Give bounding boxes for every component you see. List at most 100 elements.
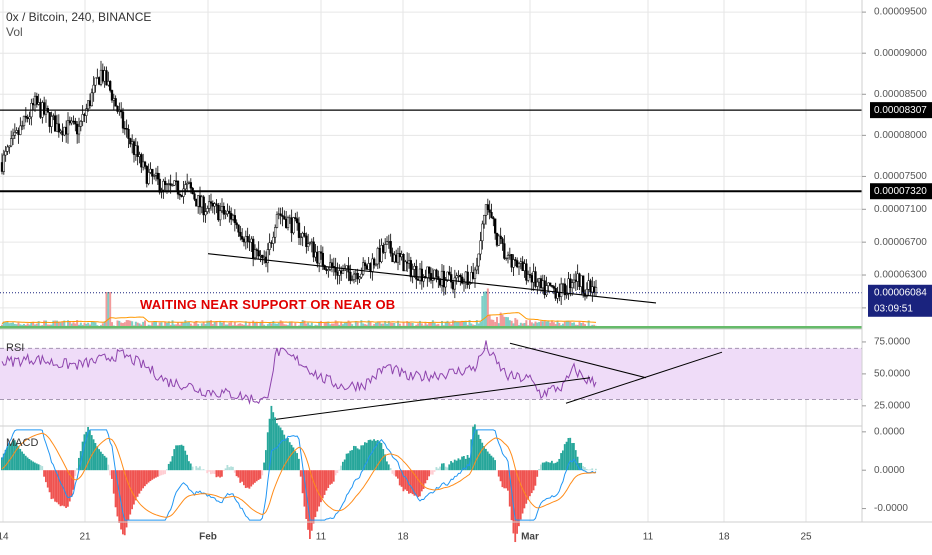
candle-body [148, 172, 150, 183]
macd-hist-bar [23, 454, 25, 470]
candle-body [309, 243, 311, 244]
symbol-title[interactable]: 0x / Bitcoin, 240, BINANCE [6, 10, 151, 25]
macd-hist-bar [447, 467, 449, 470]
candle-body [480, 241, 482, 254]
macd-hist-bar [590, 469, 592, 470]
candle-body [562, 284, 564, 285]
macd-hist-bar [144, 470, 146, 486]
macd-hist-bar [252, 470, 254, 484]
candle-body [305, 236, 307, 247]
candle-body [436, 270, 438, 277]
macd-hist-bar [445, 467, 447, 471]
candle-body [316, 252, 318, 263]
candle-body [27, 117, 29, 118]
macd-hist-bar [349, 451, 351, 470]
macd-hist-bar [232, 467, 234, 470]
candle-body [210, 202, 212, 204]
candle-body [150, 169, 152, 172]
candle-body [261, 255, 263, 258]
candle-body [566, 294, 568, 295]
candle-body [368, 263, 370, 269]
macd-hist-bar [450, 461, 452, 470]
candle-body [373, 259, 375, 265]
macd-hist-bar [546, 461, 548, 470]
macd-hist-bar [225, 468, 227, 470]
candle-body [34, 96, 36, 105]
macd-hist-bar [217, 470, 219, 476]
candle-body [538, 279, 540, 282]
candle-body [25, 116, 27, 117]
candle-body [491, 212, 493, 217]
candle-body [456, 276, 458, 278]
candle-body [311, 242, 313, 243]
macd-hist-bar [373, 439, 375, 470]
macd-hist-bar [514, 470, 516, 542]
candle-body [137, 146, 139, 157]
candle-body [557, 293, 559, 299]
macd-hist-bar [487, 451, 489, 470]
candle-body [56, 124, 58, 132]
macd-hist-bar [106, 458, 108, 471]
rsi-tick-label: 50.0000 [874, 369, 911, 380]
candle-body [67, 121, 69, 134]
candle-body [183, 189, 185, 197]
macd-hist-bar [382, 449, 384, 470]
candle-body [23, 116, 25, 126]
macd-hist-bar [173, 449, 175, 470]
candle-body [254, 250, 256, 258]
candle-body [315, 252, 317, 257]
candle-body [93, 85, 95, 93]
volume-indicator-label[interactable]: Vol [6, 25, 151, 40]
candle-body [232, 215, 234, 219]
candle-body [426, 267, 428, 278]
macd-pane-label[interactable]: MACD [6, 437, 38, 449]
macd-hist-bar [417, 470, 419, 497]
candle-body [140, 154, 142, 167]
rsi-pane-label[interactable]: RSI [6, 342, 24, 354]
candle-body [577, 274, 579, 282]
macd-hist-bar [404, 470, 406, 489]
macd-hist-bar [30, 460, 32, 470]
candle-body [162, 181, 164, 190]
candle-body [269, 243, 271, 250]
candle-body [327, 270, 329, 271]
macd-hist-bar [179, 445, 181, 470]
candle-body [386, 242, 388, 245]
macd-hist-bar [485, 449, 487, 470]
candle-body [60, 131, 62, 132]
macd-hist-bar [172, 456, 174, 470]
macd-hist-bar [432, 470, 434, 474]
candle-body [340, 271, 342, 274]
macd-hist-bar [54, 470, 56, 501]
candle-body [7, 147, 9, 151]
candle-body [502, 239, 504, 244]
candle-body [465, 272, 467, 282]
candle-body [472, 272, 474, 278]
macd-tick-label: 0.0000 [874, 426, 905, 437]
candle-body [45, 108, 47, 114]
macd-hist-bar [492, 457, 494, 470]
candle-body [280, 214, 282, 216]
candle-body [397, 253, 399, 262]
candle-body [555, 288, 557, 298]
candle-body [230, 213, 232, 219]
candle-body [478, 254, 480, 266]
price-tick-label: 0.00009500 [874, 7, 927, 18]
candle-body [111, 90, 113, 100]
volume-bar [109, 292, 111, 328]
candle-body [360, 274, 362, 277]
volume-bar [481, 296, 483, 328]
candle-body [476, 266, 478, 270]
candle-body [258, 251, 260, 256]
candle-body [157, 173, 159, 179]
candle-body [447, 272, 449, 281]
macd-hist-bar [337, 470, 339, 473]
macd-hist-bar [335, 470, 337, 475]
candle-body [307, 244, 309, 247]
macd-hist-bar [227, 465, 229, 470]
macd-hist-bar [150, 470, 152, 481]
candle-body [203, 197, 205, 215]
macd-hist-bar [25, 456, 27, 470]
candle-body [419, 269, 421, 280]
